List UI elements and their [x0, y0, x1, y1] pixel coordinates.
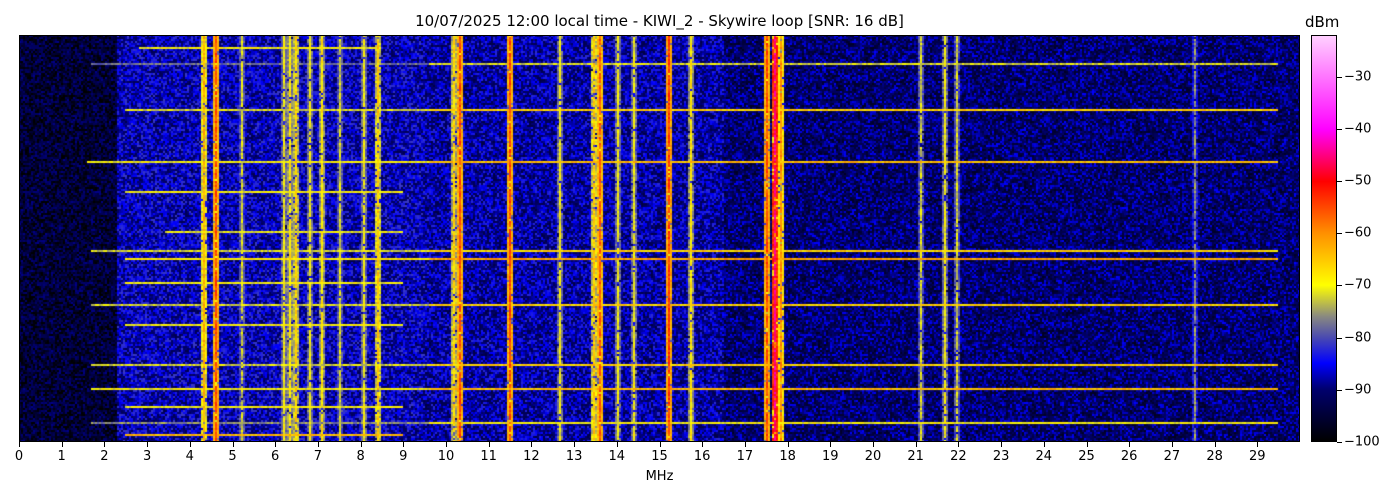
colorbar-label: dBm: [1305, 13, 1340, 31]
colorbar-tick: [1337, 389, 1342, 391]
x-tick-label: 13: [565, 449, 583, 464]
x-tick-label: 8: [356, 449, 365, 464]
x-tick: [232, 442, 234, 447]
x-tick-label: 19: [822, 449, 839, 464]
plot-frame: [19, 35, 1300, 442]
x-tick: [574, 442, 576, 447]
colorbar-tick-label: −90: [1344, 382, 1372, 398]
x-tick-label: 12: [523, 449, 540, 464]
x-tick-label: 6: [271, 449, 280, 464]
spectrogram-heatmap: [19, 35, 1300, 442]
x-tick: [317, 442, 319, 447]
x-tick: [1257, 442, 1259, 447]
colorbar-tick-label: −70: [1344, 277, 1372, 293]
x-tick: [787, 442, 789, 447]
x-tick: [275, 442, 277, 447]
x-tick-label: 15: [651, 449, 668, 464]
colorbar-tick-label: −40: [1344, 121, 1372, 137]
x-tick: [403, 442, 405, 447]
x-tick-label: 11: [480, 449, 497, 464]
x-tick: [616, 442, 618, 447]
x-tick-label: 14: [608, 449, 626, 464]
x-axis: 0 1 2 3 4 5 6 7 8 9 10 11 12 13 14 15 16 17 18 19 20 21 22 23 24…: [15, 442, 1300, 472]
x-tick-label: 16: [693, 449, 711, 464]
colorbar-tick: [1337, 128, 1342, 130]
x-axis-label: MHz: [645, 469, 674, 484]
x-tick-label: 5: [228, 449, 237, 464]
x-tick: [1001, 442, 1003, 447]
colorbar-tick-label: −30: [1344, 69, 1372, 85]
x-tick-label: 24: [1035, 449, 1053, 464]
colorbar-tick: [1337, 337, 1342, 339]
colorbar-tick-label: −50: [1344, 173, 1372, 189]
colorbar-tick: [1337, 181, 1342, 183]
x-tick-label: 9: [399, 449, 408, 464]
colorbar-tick-label: −60: [1344, 225, 1372, 241]
x-tick: [1129, 442, 1131, 447]
colorbar-tick-label: −80: [1344, 330, 1372, 346]
x-tick-label: 2: [100, 449, 109, 464]
x-tick-label: 27: [1163, 449, 1181, 464]
colorbar-tick: [1337, 233, 1342, 235]
x-tick: [531, 442, 533, 447]
x-tick: [958, 442, 960, 447]
colorbar: [1311, 35, 1337, 442]
x-tick-label: 25: [1078, 449, 1095, 464]
x-tick-label: 1: [57, 449, 66, 464]
x-tick-label: 26: [1120, 449, 1138, 464]
x-tick: [147, 442, 149, 447]
colorbar-tick-label: −100: [1344, 434, 1380, 450]
x-tick: [873, 442, 874, 447]
x-tick-label: 18: [779, 449, 796, 464]
x-tick: [189, 442, 191, 447]
x-tick: [659, 442, 661, 447]
x-tick: [488, 442, 490, 447]
x-tick-label: 28: [1206, 449, 1223, 464]
chart-title: 10/07/2025 12:00 local time - KIWI_2 - S…: [415, 12, 904, 30]
x-tick: [830, 442, 832, 447]
x-tick-label: 4: [185, 449, 194, 464]
x-tick-label: 23: [992, 449, 1010, 464]
x-tick: [19, 442, 20, 447]
x-tick: [702, 442, 704, 447]
x-tick: [1171, 442, 1173, 447]
x-tick-label: 0: [14, 449, 24, 464]
x-tick: [1086, 442, 1088, 447]
x-tick: [360, 442, 362, 447]
x-tick: [1214, 442, 1216, 447]
x-tick-label: 7: [313, 449, 323, 464]
x-tick-label: 20: [864, 449, 882, 464]
x-tick: [446, 442, 447, 447]
x-tick-label: 21: [907, 449, 924, 464]
x-tick-label: 22: [950, 449, 967, 464]
x-tick: [1043, 442, 1045, 447]
colorbar-tick: [1337, 285, 1342, 287]
colorbar-tick: [1337, 442, 1342, 443]
colorbar-tick: [1337, 76, 1342, 78]
x-tick-label: 10: [437, 449, 455, 464]
x-tick-label: 17: [736, 449, 754, 464]
x-tick-label: 29: [1249, 449, 1266, 464]
x-tick: [744, 442, 746, 447]
x-tick: [915, 442, 917, 447]
x-tick: [104, 442, 106, 447]
x-tick: [61, 442, 63, 447]
x-tick-label: 3: [142, 449, 152, 464]
